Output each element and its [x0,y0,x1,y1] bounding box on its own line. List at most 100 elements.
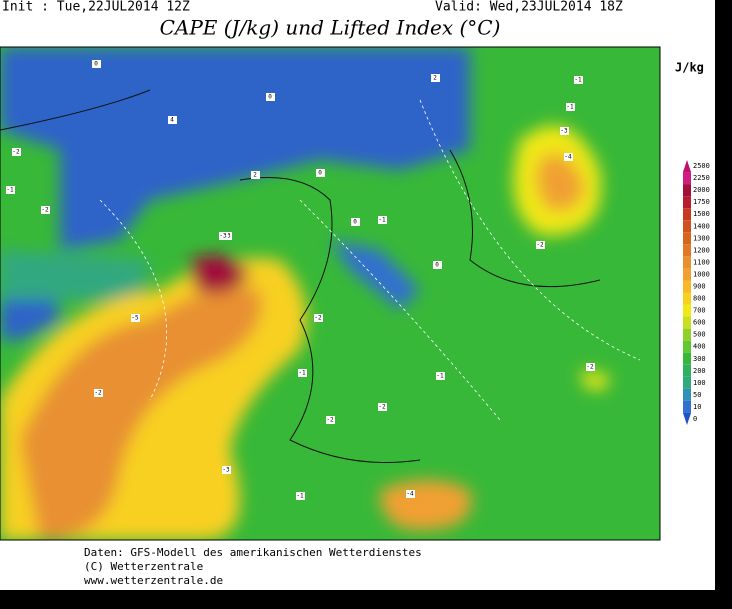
legend-swatch [683,316,691,329]
contour-label-box [433,261,442,269]
contour-label: 2 [253,172,257,179]
contour-label: -1 [6,187,14,194]
map-frame [0,46,661,541]
contour-label: -4 [406,491,414,498]
contour-label: 2 [433,75,437,82]
contour-label: -2 [326,417,334,424]
contour-label: -2 [536,242,544,249]
legend-swatch [683,196,691,209]
contour-label: -3 [560,128,568,135]
legend-swatch [683,328,691,341]
legend-label: 1500 [693,210,710,218]
contour-label-box [326,416,335,424]
legend-swatch [683,340,691,353]
contour-label-box [406,490,415,498]
contour-label: -4 [564,154,572,161]
legend-swatch [683,400,691,413]
legend-swatch [683,160,691,173]
contour-label: 4 [170,117,174,124]
legend-label: 100 [693,379,706,387]
legend-label: 1750 [693,198,710,206]
contour-label-box [536,241,545,249]
contour-label-box [41,206,50,214]
legend-unit: J/kg [675,61,704,75]
legend-swatch [683,412,691,425]
legend-label: 1200 [693,246,710,254]
contour-label-box [378,216,387,224]
legend-label: 600 [693,319,706,327]
contour-label: 0 [318,170,322,177]
contour-label-box [296,492,305,500]
contour-label: -3 [222,467,230,474]
legend-swatch [683,280,691,293]
contour-label-box [6,186,15,194]
legend-label: 500 [693,331,706,339]
legend-label: 2500 [693,162,710,170]
contour-label: 0 [353,219,357,226]
contour-label-box [436,372,445,380]
map [0,47,660,540]
contour-label-box [168,116,177,124]
footer-line: www.wetterzentrale.de [84,574,223,587]
contour-label: -2 [586,364,594,371]
contour-label: -3 [219,233,227,240]
contour-label: 0 [435,262,439,269]
legend-swatch [683,220,691,233]
contour-label-box [94,389,103,397]
contour-labels: 0 4 0 0 -1 -2 -1 2 2 -1 -3 -2 -3 -4 -2 0 -1 0 -5 -3 -2 -1 -2 -2… [6,60,595,500]
map-title: CAPE (J/kg) und Lifted Index (°C) [160,16,501,40]
contour-label: -2 [314,315,322,322]
contour-label-box [574,76,583,84]
contour-label-box [12,148,21,156]
footer-line: (C) Wetterzentrale [84,560,203,573]
legend-swatch [683,256,691,269]
legend-swatch [683,304,691,317]
legend-swatch [683,268,691,281]
contour-label-box [298,369,307,377]
contour-label-box [566,103,575,111]
contour-label-box [222,466,231,474]
contour-label-box [266,93,275,101]
contour-label-box [560,127,569,135]
contour-label-box [131,314,140,322]
init-text: Init : Tue,22JUL2014 12Z [2,0,190,15]
legend-swatch [683,352,691,365]
legend-label: 400 [693,343,706,351]
legend-label: 2000 [693,186,710,194]
footer-line: Daten: GFS-Modell des amerikanischen Wet… [84,546,422,559]
legend-swatch [683,292,691,305]
contour-label: -2 [94,390,102,397]
legend-label: 900 [693,282,706,290]
legend-swatch [683,172,691,185]
legend-label: 2250 [693,174,710,182]
contour-label-box [351,218,360,226]
contour-label: 0 [268,94,272,101]
contour-label-box [92,60,101,68]
contour-label-box [314,314,323,322]
legend-label: 10 [693,403,701,411]
legend-swatch [683,376,691,389]
legend-label: 700 [693,307,706,315]
contour-label: -1 [296,493,304,500]
contour-label: -5 [131,315,139,322]
legend-swatch [683,184,691,197]
contour-label-box [316,169,325,177]
valid-text: Valid: Wed,23JUL2014 18Z [435,0,623,15]
contour-label: -2 [12,149,20,156]
legend-swatch [683,244,691,257]
contour-label-box [251,171,260,179]
contour-label: -1 [436,373,444,380]
contour-label: -2 [378,404,386,411]
legend-label: 0 [693,415,697,423]
legend-label: 50 [693,391,701,399]
legend-label: 1400 [693,222,710,230]
contour-label-box [219,232,228,240]
legend-label: 1000 [693,270,710,278]
contour-label-box [564,153,573,161]
contour-label: -1 [574,77,582,84]
contour-label-box [378,403,387,411]
contour-label-box [431,74,440,82]
legend-swatch [683,208,691,221]
legend-label: 300 [693,355,706,363]
